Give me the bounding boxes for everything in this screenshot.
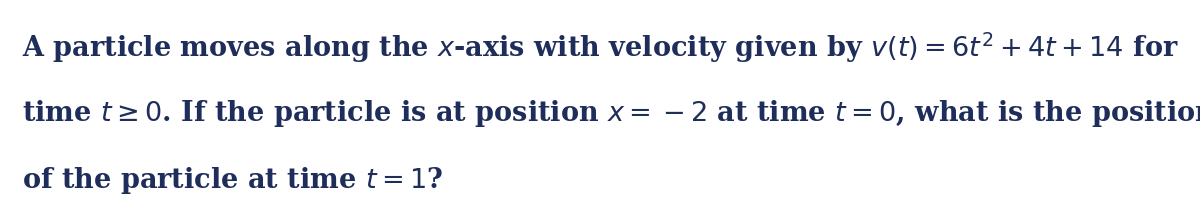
Text: of the particle at time $t = 1$?: of the particle at time $t = 1$?	[22, 165, 443, 196]
Text: A particle moves along the $x$-axis with velocity given by $v(t) = 6t^2 + 4t + 1: A particle moves along the $x$-axis with…	[22, 30, 1178, 64]
Text: time $t \geq 0$. If the particle is at position $x = -2$ at time $t = 0$, what i: time $t \geq 0$. If the particle is at p…	[22, 98, 1200, 129]
